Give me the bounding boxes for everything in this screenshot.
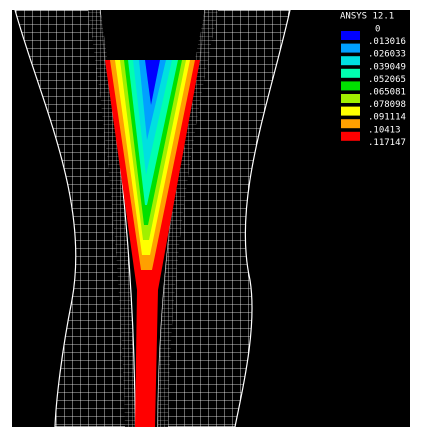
legend-swatch — [341, 119, 360, 128]
legend-label: .117147 — [368, 138, 406, 148]
legend-label: .10413 — [368, 125, 401, 135]
legend-label: .078098 — [368, 100, 406, 110]
title: ANSYS 12.1 — [340, 12, 394, 22]
legend-swatch — [341, 56, 360, 65]
legend-label: 0 — [375, 25, 380, 35]
legend-swatch — [341, 44, 360, 53]
page: {"header": {"title": "ANSYS 12.1"}, "leg… — [0, 0, 422, 427]
legend-swatch — [341, 31, 360, 40]
legend-swatch — [341, 107, 360, 116]
legend-swatch — [341, 69, 360, 78]
legend-swatch — [341, 132, 360, 141]
screenshot: ANSYS 12.1 0 .013016 .026033 .039049 .052065… — [0, 0, 422, 427]
legend-swatch — [341, 94, 360, 103]
legend-swatch — [341, 81, 360, 90]
legend-label: .052065 — [368, 75, 406, 85]
legend-label: .091114 — [368, 113, 406, 123]
legend-label: .065081 — [368, 88, 406, 98]
legend-label: .026033 — [368, 50, 406, 60]
legend-label: .039049 — [368, 62, 406, 72]
legend-label: .013016 — [368, 37, 406, 47]
